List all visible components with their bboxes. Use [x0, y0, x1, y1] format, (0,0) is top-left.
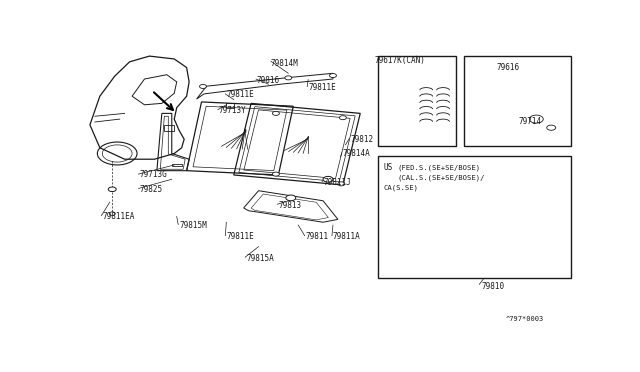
- Text: 79713G: 79713G: [140, 170, 167, 179]
- Text: 79811A: 79811A: [333, 232, 361, 241]
- Text: 79814M: 79814M: [271, 59, 299, 68]
- Text: 79811J: 79811J: [323, 178, 351, 187]
- Circle shape: [200, 84, 207, 89]
- Bar: [378, 156, 571, 278]
- Circle shape: [109, 212, 115, 215]
- Text: 79616: 79616: [497, 63, 520, 72]
- Circle shape: [339, 116, 346, 120]
- Text: 79714: 79714: [519, 118, 542, 126]
- Text: 79617K(CAN): 79617K(CAN): [374, 56, 426, 65]
- Text: 79811: 79811: [306, 232, 329, 241]
- Circle shape: [273, 111, 280, 115]
- Text: 79810: 79810: [482, 282, 505, 291]
- Text: 79811EA: 79811EA: [102, 212, 134, 221]
- Circle shape: [285, 76, 292, 80]
- Circle shape: [108, 187, 116, 192]
- Text: 79811E: 79811E: [227, 232, 254, 241]
- Circle shape: [323, 176, 333, 182]
- Bar: [465, 56, 571, 146]
- Text: 79811E: 79811E: [308, 83, 336, 92]
- Text: CA(S.SE): CA(S.SE): [383, 185, 419, 191]
- Text: 79815M: 79815M: [179, 221, 207, 230]
- Text: 79814A: 79814A: [343, 149, 371, 158]
- Text: 79811E: 79811E: [227, 90, 254, 99]
- Text: 79713Y: 79713Y: [219, 106, 246, 115]
- Text: (FED.S.(SE+SE/BOSE): (FED.S.(SE+SE/BOSE): [397, 164, 481, 171]
- Polygon shape: [394, 83, 412, 129]
- Circle shape: [330, 74, 337, 78]
- Text: 79813: 79813: [278, 201, 301, 209]
- Circle shape: [338, 182, 345, 186]
- Text: (CAL.S.(SE+SE/BOSE)/: (CAL.S.(SE+SE/BOSE)/: [397, 174, 485, 181]
- Polygon shape: [399, 69, 406, 83]
- Circle shape: [286, 195, 296, 201]
- Bar: [378, 56, 456, 146]
- Text: 79816: 79816: [256, 76, 279, 85]
- Text: 79815A: 79815A: [246, 254, 274, 263]
- Text: US: US: [383, 163, 393, 172]
- Text: 79825: 79825: [140, 185, 163, 194]
- Text: 79812: 79812: [350, 135, 374, 144]
- Text: ^797*0003: ^797*0003: [506, 317, 544, 323]
- Circle shape: [273, 172, 280, 176]
